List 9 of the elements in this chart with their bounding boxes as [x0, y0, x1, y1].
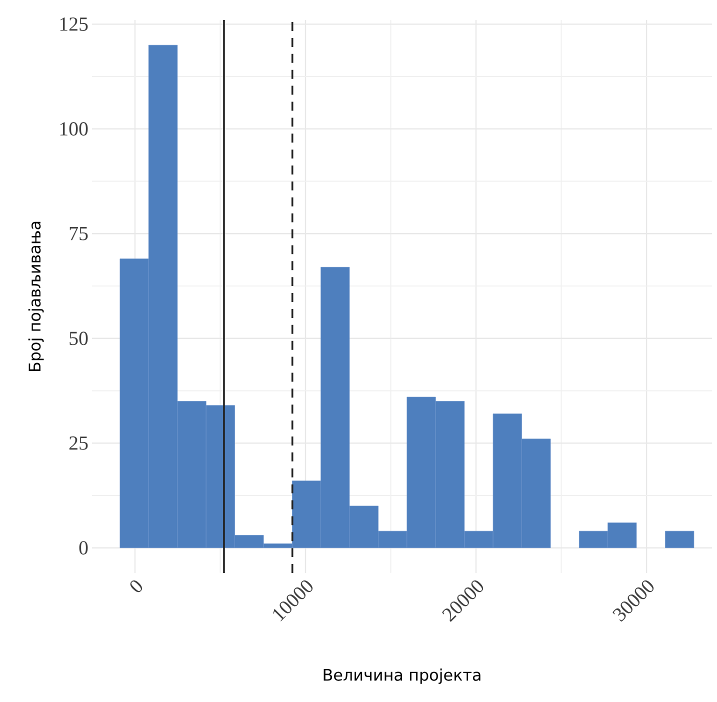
y-tick-label: 50 — [70, 332, 88, 346]
y-axis-title: Број појављивања — [28, 222, 44, 371]
y-tick-label: 0 — [79, 541, 88, 555]
x-tick-label: 0 — [130, 580, 142, 592]
y-tick-label: 100 — [60, 122, 88, 136]
y-tick-label: 25 — [69, 436, 88, 450]
y-tick-label: 75 — [70, 227, 88, 240]
x-axis-title: Величина пројекта — [324, 668, 480, 684]
y-tick-label: 125 — [60, 17, 88, 31]
